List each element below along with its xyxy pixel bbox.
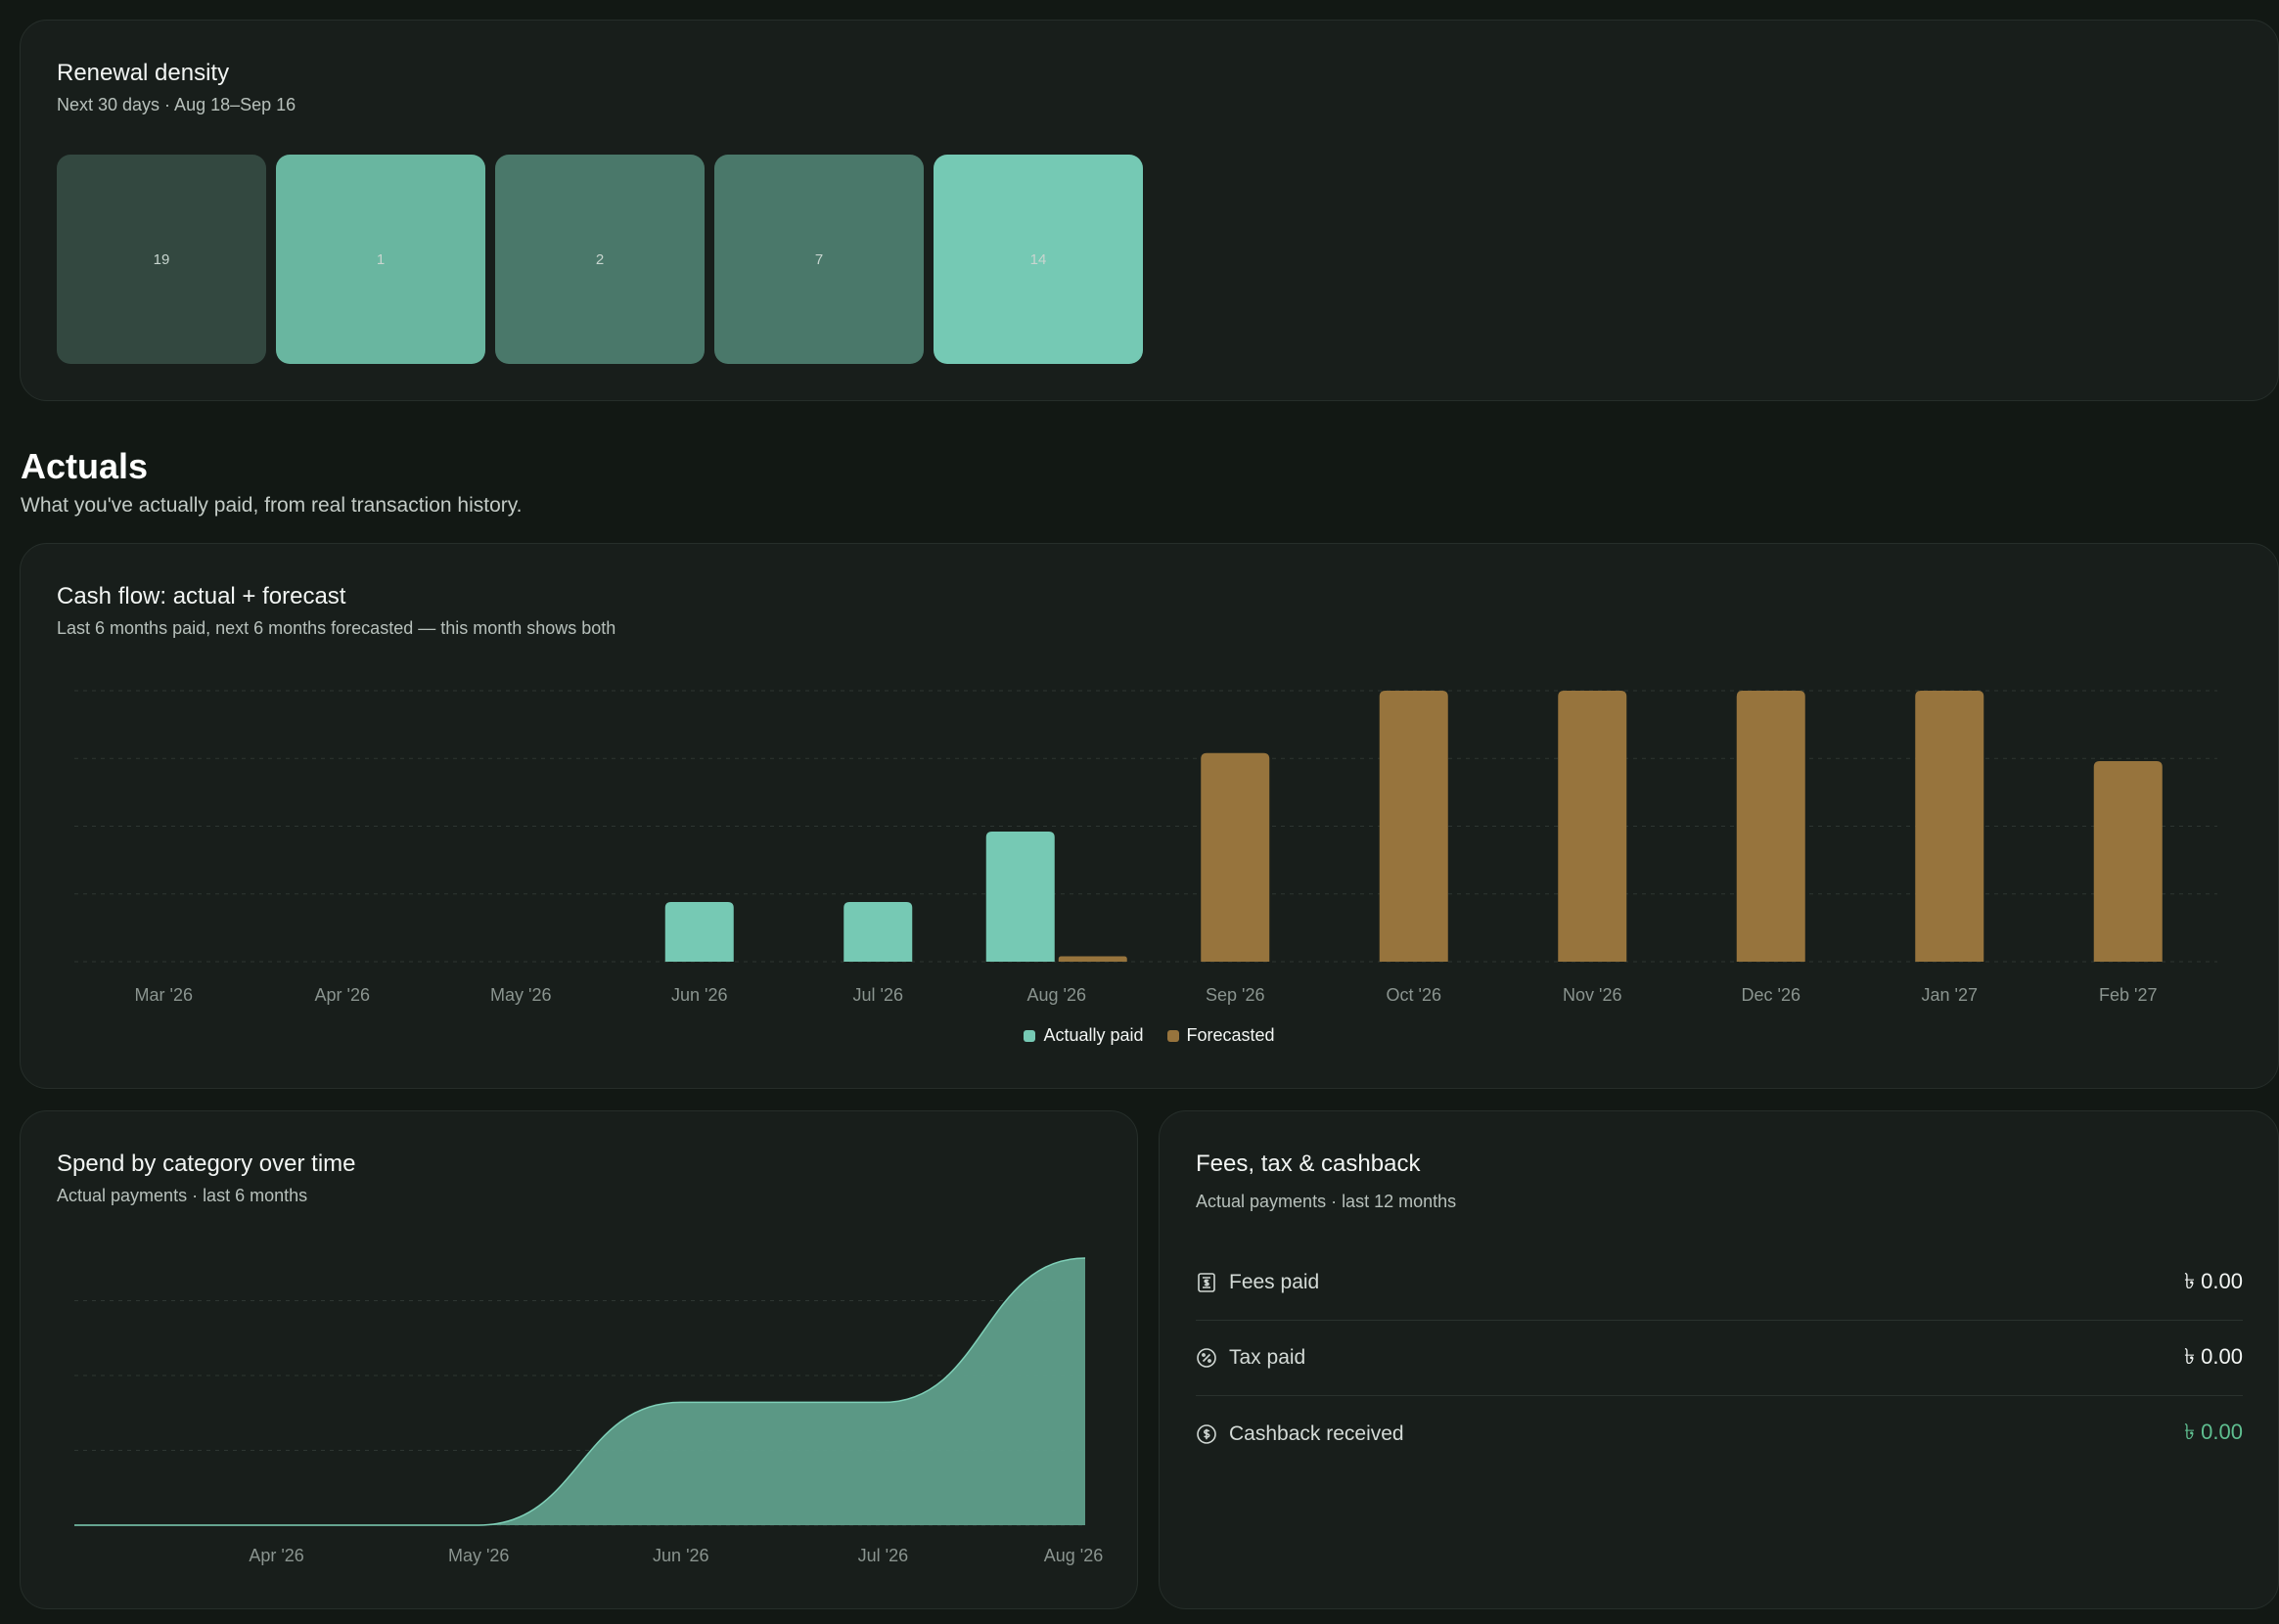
bar-actually-paid[interactable] [843, 902, 913, 962]
spend-area-chart: Apr '26 May '26 Jun '26 Jul '26 Aug '26 [74, 1257, 1104, 1565]
x-tick-label: Apr '26 [315, 985, 370, 1005]
card-title: Fees, tax & cashback [1196, 1150, 1421, 1177]
receipt-icon [1196, 1272, 1217, 1293]
fee-label: Cashback received [1229, 1421, 1404, 1445]
tile-count: 14 [1029, 250, 1047, 268]
x-tick-label: Jul '26 [853, 985, 903, 1005]
x-tick-label: Oct '26 [1387, 985, 1441, 1005]
fee-row-cashback: Cashback received ৳ 0.00 [1196, 1396, 2243, 1471]
card-subtitle: Actual payments · last 6 months [57, 1186, 308, 1205]
area-series-line [74, 1257, 1086, 1526]
bar-forecasted[interactable] [1915, 691, 1984, 962]
x-tick-label: Mar '26 [135, 985, 193, 1005]
card-title: Renewal density [57, 60, 230, 86]
fees-tax-cashback-card: Fees, tax & cashback Actual payments · l… [1159, 1110, 2279, 1609]
chart-legend: Actually paid Forecasted [21, 1025, 2278, 1046]
fee-value: ৳ 0.00 [2184, 1268, 2243, 1293]
legend-swatch [1166, 1029, 1179, 1042]
tile-count: 2 [595, 250, 605, 268]
density-tile[interactable]: 7 [714, 155, 924, 364]
renewal-density-card: Renewal density Next 30 days · Aug 18–Se… [20, 20, 2279, 401]
bar-forecasted[interactable] [2093, 761, 2163, 962]
fee-label: Fees paid [1229, 1271, 1320, 1293]
x-tick-label: Nov '26 [1563, 985, 1621, 1005]
x-tick-label: May '26 [490, 985, 551, 1005]
x-tick-label: Jun '26 [653, 1546, 708, 1565]
card-title: Spend by category over time [57, 1150, 356, 1177]
bar-forecasted[interactable] [1736, 691, 1805, 962]
bar-forecasted[interactable] [1379, 691, 1448, 962]
dollar-circle-icon [1196, 1423, 1217, 1445]
legend-swatch [1024, 1029, 1036, 1042]
bar-forecasted[interactable] [1201, 752, 1270, 962]
density-tile[interactable]: 1 [276, 155, 485, 364]
cash-flow-chart: Mar '26 Apr '26 May '26 Jun '26 Jul '26 Aug '… [74, 690, 2217, 1005]
fee-row-tax: Tax paid ৳ 0.00 [1196, 1321, 2243, 1396]
legend-label: Actually paid [1043, 1025, 1144, 1045]
card-title: Cash flow: actual + forecast [57, 583, 346, 609]
x-tick-label: Apr '26 [249, 1546, 303, 1565]
bar-actually-paid[interactable] [664, 902, 734, 962]
section-title: Actuals [21, 446, 149, 486]
x-tick-label: Jan '27 [1922, 985, 1978, 1005]
bar-actually-paid[interactable] [985, 832, 1055, 962]
density-tile[interactable]: 14 [934, 155, 1143, 364]
card-subtitle: Last 6 months paid, next 6 months foreca… [57, 618, 616, 638]
x-tick-label: Sep '26 [1206, 985, 1265, 1005]
fee-value: ৳ 0.00 [2184, 1420, 2243, 1444]
x-tick-label: Feb '27 [2099, 985, 2157, 1005]
x-tick-label: May '26 [448, 1546, 509, 1565]
density-tiles: 19 1 2 7 14 [57, 155, 1143, 364]
tile-count: 7 [814, 250, 824, 268]
x-tick-label: Jun '26 [671, 985, 727, 1005]
density-tile[interactable]: 19 [57, 155, 266, 364]
percent-badge-icon [1196, 1347, 1217, 1369]
legend-item-paid[interactable]: Actually paid [1024, 1025, 1144, 1046]
x-tick-label: Dec '26 [1742, 985, 1800, 1005]
x-tick-label: Aug '26 [1044, 1546, 1104, 1565]
legend-item-forecast[interactable]: Forecasted [1166, 1025, 1275, 1046]
fee-row-fees: Fees paid ৳ 0.00 [1196, 1245, 2243, 1321]
area-series [74, 1258, 1085, 1525]
x-tick-label: Aug '26 [1027, 985, 1087, 1005]
bar-forecasted[interactable] [1558, 691, 1627, 962]
spend-by-category-card: Spend by category over time Actual payme… [20, 1110, 1138, 1609]
bar-forecasted[interactable] [1058, 956, 1127, 962]
density-tile[interactable]: 2 [495, 155, 705, 364]
fee-label: Tax paid [1229, 1346, 1306, 1369]
tile-count: 19 [153, 250, 170, 268]
cash-flow-card: Cash flow: actual + forecast Last 6 mont… [20, 543, 2279, 1089]
tile-count: 1 [376, 250, 386, 268]
x-tick-label: Jul '26 [858, 1546, 908, 1565]
legend-label: Forecasted [1186, 1025, 1275, 1045]
card-subtitle: Next 30 days · Aug 18–Sep 16 [57, 95, 296, 114]
card-subtitle: Actual payments · last 12 months [1196, 1192, 1457, 1211]
fee-value: ৳ 0.00 [2184, 1343, 2243, 1369]
section-subtitle: What you've actually paid, from real tra… [21, 494, 523, 517]
